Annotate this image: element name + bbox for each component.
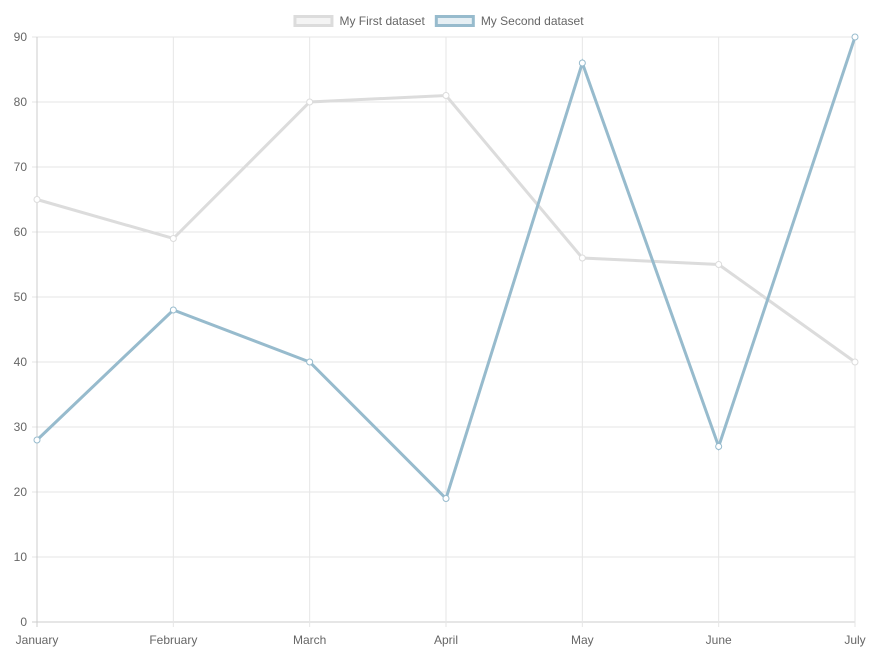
legend-label: My First dataset: [339, 14, 425, 28]
grid: [32, 36, 856, 627]
y-tick-label: 0: [20, 615, 27, 629]
y-tick-label: 40: [14, 355, 28, 369]
y-tick-label: 90: [14, 30, 28, 44]
y-tick-label: 70: [14, 160, 28, 174]
x-tick-label: July: [844, 633, 865, 647]
x-tick-label: April: [434, 633, 458, 647]
x-tick-label: May: [571, 633, 594, 647]
data-point[interactable]: [306, 98, 314, 106]
data-point[interactable]: [851, 358, 859, 366]
y-axis: 0 10 20 30 40 50 60 70 80 90: [14, 30, 28, 629]
data-point[interactable]: [442, 92, 450, 99]
legend-item-1[interactable]: My First dataset: [293, 14, 426, 28]
x-tick-label: March: [293, 633, 326, 647]
legend-swatch: [434, 15, 475, 27]
data-point[interactable]: [715, 261, 723, 268]
y-tick-label: 60: [14, 225, 28, 239]
data-point[interactable]: [306, 358, 314, 366]
x-tick-label: June: [706, 633, 732, 647]
data-point[interactable]: [33, 196, 41, 203]
y-tick-label: 80: [14, 95, 28, 109]
series-layer: [33, 33, 859, 502]
data-point[interactable]: [33, 436, 41, 444]
y-tick-label: 10: [14, 550, 28, 564]
data-point[interactable]: [169, 235, 177, 242]
x-tick-label: January: [16, 633, 59, 647]
data-point[interactable]: [442, 495, 450, 502]
x-tick-label: February: [149, 633, 197, 647]
data-point[interactable]: [578, 254, 586, 262]
data-point[interactable]: [715, 443, 723, 450]
legend-label: My Second dataset: [481, 14, 584, 28]
x-axis: January February March April May June July: [16, 633, 866, 647]
data-point[interactable]: [169, 306, 177, 314]
y-tick-label: 50: [14, 290, 28, 304]
legend: My First dataset My Second dataset: [293, 14, 584, 28]
legend-item-2[interactable]: My Second dataset: [434, 14, 584, 28]
y-tick-label: 30: [14, 420, 28, 434]
y-tick-label: 20: [14, 485, 28, 499]
data-point[interactable]: [578, 59, 586, 67]
legend-swatch: [293, 15, 334, 27]
data-point[interactable]: [851, 33, 859, 41]
